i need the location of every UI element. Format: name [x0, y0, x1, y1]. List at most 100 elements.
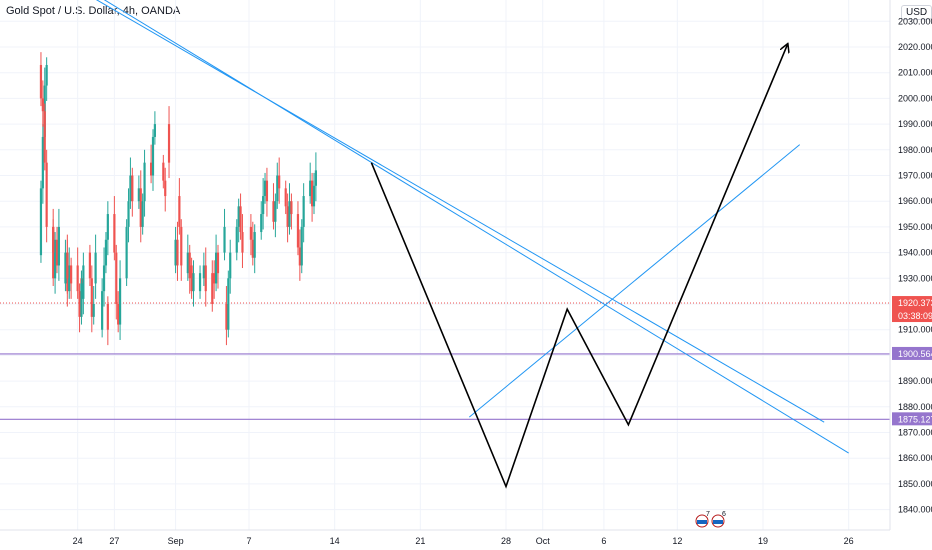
candle-body[interactable] [70, 265, 73, 284]
candle-body[interactable] [288, 201, 291, 227]
candle-body[interactable] [216, 252, 220, 274]
candle-body[interactable] [88, 252, 92, 279]
candle-body[interactable] [57, 226, 60, 266]
candle-body[interactable] [178, 196, 181, 227]
candle-body[interactable] [309, 180, 312, 197]
candle-body[interactable] [274, 201, 277, 222]
trendline[interactable] [0, 0, 849, 454]
candle-body[interactable] [137, 188, 140, 202]
candle-body[interactable] [66, 252, 69, 279]
candle-body[interactable] [82, 265, 85, 299]
currency-button[interactable]: USD [901, 5, 932, 20]
candle-body[interactable] [192, 273, 195, 292]
candle-body[interactable] [314, 170, 317, 186]
candle-body[interactable] [249, 226, 252, 240]
candle-body[interactable] [265, 180, 269, 202]
candle-body[interactable] [223, 226, 226, 253]
candle-body[interactable] [237, 206, 240, 227]
candle-body[interactable] [176, 239, 179, 266]
candle-body[interactable] [204, 265, 207, 292]
candle-body[interactable] [127, 201, 130, 227]
candle-body[interactable] [262, 196, 265, 215]
candle-body[interactable] [180, 226, 183, 266]
candle-body[interactable] [211, 273, 214, 304]
candle-body[interactable] [55, 239, 59, 266]
candle-body[interactable] [251, 239, 254, 258]
candle-body[interactable] [118, 278, 122, 325]
candle-body[interactable] [80, 283, 83, 317]
candle-body[interactable] [310, 180, 314, 207]
candle-body[interactable] [164, 180, 167, 197]
candle-body[interactable] [300, 226, 303, 266]
candle-body[interactable] [106, 214, 109, 240]
y-tick-label: 2000.000 [898, 93, 932, 103]
candle-body[interactable] [131, 175, 134, 202]
candle-body[interactable] [202, 265, 205, 279]
candle-body[interactable] [298, 247, 301, 266]
candle-body[interactable] [286, 206, 289, 227]
candle-body[interactable] [141, 201, 144, 227]
candle-body[interactable] [52, 226, 55, 253]
candle-body[interactable] [68, 265, 71, 292]
candle-body[interactable] [290, 201, 293, 215]
candle-body[interactable] [167, 124, 171, 163]
candle-body[interactable] [53, 239, 57, 279]
candle-body[interactable] [143, 162, 146, 202]
trendline[interactable] [0, 0, 825, 423]
candle-body[interactable] [276, 175, 279, 202]
candle-body[interactable] [253, 232, 256, 258]
candle-body[interactable] [214, 252, 218, 284]
candle-body[interactable] [101, 291, 104, 330]
candle-body[interactable] [225, 304, 228, 330]
candle-body[interactable] [106, 304, 109, 330]
candle-body[interactable] [260, 214, 263, 233]
candle-body[interactable] [117, 304, 120, 325]
candle-body[interactable] [239, 206, 242, 233]
candle-body[interactable] [39, 188, 43, 256]
candle-body[interactable] [263, 180, 267, 197]
candle-body[interactable] [302, 196, 305, 227]
candle-body[interactable] [90, 278, 93, 317]
candle-body[interactable] [104, 239, 108, 266]
candle-body[interactable] [174, 239, 177, 266]
candle-body[interactable] [41, 98, 44, 112]
candle-body[interactable] [43, 111, 46, 163]
candle-body[interactable] [151, 136, 155, 176]
candle-body[interactable] [241, 232, 244, 253]
candle-body[interactable] [41, 136, 44, 189]
candle-body[interactable] [45, 162, 48, 227]
candle-body[interactable] [272, 201, 275, 222]
candle-body[interactable] [188, 252, 191, 279]
y-tick-label: 1910.000 [898, 325, 932, 335]
candle-body[interactable] [186, 252, 189, 274]
candle-body[interactable] [129, 175, 132, 202]
candle-body[interactable] [235, 226, 238, 253]
pattern-projection-path[interactable] [370, 44, 787, 489]
candle-body[interactable] [78, 291, 81, 317]
candle-body[interactable] [198, 273, 202, 292]
trendline[interactable] [468, 144, 801, 418]
candle-body[interactable] [76, 265, 79, 292]
candle-body[interactable] [278, 175, 281, 189]
candle-body[interactable] [102, 265, 106, 292]
candle-body[interactable] [227, 278, 230, 330]
candle-body[interactable] [312, 185, 316, 207]
candle-body[interactable] [125, 226, 128, 279]
candle-body[interactable] [94, 252, 97, 284]
candle-body[interactable] [190, 265, 193, 292]
candle-body[interactable] [229, 252, 232, 279]
candle-body[interactable] [296, 214, 300, 248]
candle-body[interactable] [213, 273, 216, 284]
candle-body[interactable] [39, 64, 43, 99]
candle-body[interactable] [162, 162, 165, 181]
candle-body[interactable] [153, 124, 156, 137]
candle-body[interactable] [92, 304, 95, 317]
candle-body[interactable] [115, 252, 118, 304]
candle-body[interactable] [113, 214, 116, 253]
candle-body[interactable] [149, 162, 153, 176]
candle-body[interactable] [284, 188, 287, 207]
candle-body[interactable] [64, 252, 67, 284]
candle-body[interactable] [139, 188, 142, 227]
candle-body[interactable] [45, 64, 48, 86]
